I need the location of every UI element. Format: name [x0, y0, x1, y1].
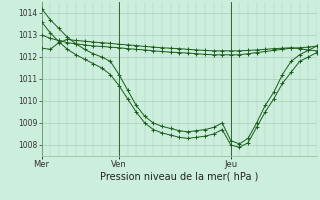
X-axis label: Pression niveau de la mer( hPa ): Pression niveau de la mer( hPa ) [100, 172, 258, 182]
